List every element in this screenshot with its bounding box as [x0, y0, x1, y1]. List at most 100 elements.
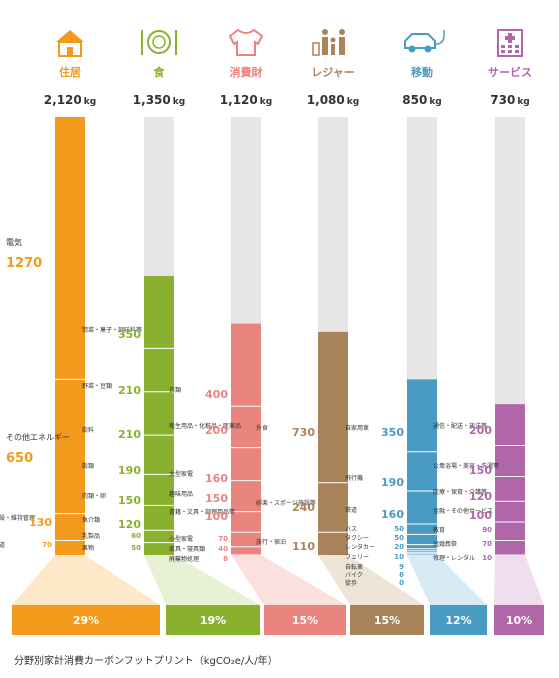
- segment-value: 20: [394, 543, 404, 551]
- segment-label: 金融・その他サービス: [433, 507, 493, 515]
- percent-label: 29%: [73, 614, 99, 627]
- segment-label: 鉄道: [345, 506, 357, 514]
- segment-value: 730: [292, 426, 315, 439]
- segment-value: 210: [118, 384, 141, 397]
- segment-label: フェリー: [345, 554, 369, 561]
- segment-label: 娯楽・スポーツ施設等: [256, 499, 316, 507]
- segment-label: 家具・寝具類: [169, 545, 205, 553]
- car-icon: [408, 45, 416, 53]
- segment-label: 医療・保育・介護等: [433, 488, 487, 496]
- segment-label: 魚介類: [82, 516, 100, 524]
- category-name: 食: [154, 65, 166, 79]
- plate-icon: [152, 35, 166, 49]
- segment-label: 自転車: [345, 563, 363, 571]
- segment-value: 120: [469, 490, 492, 503]
- segment-value: 8: [223, 555, 228, 563]
- segment-value: 350: [381, 426, 404, 439]
- segment-label: 果物: [82, 544, 94, 552]
- bar-レジャー: [318, 331, 348, 555]
- segment-value: 70: [218, 535, 228, 543]
- segment-label: 穀類: [82, 462, 94, 470]
- segment-value: 130: [29, 516, 52, 529]
- funnel-住居: [12, 555, 160, 605]
- segment-label: 乳製品: [82, 532, 100, 540]
- funnel-食: [144, 555, 260, 605]
- segment-label: 修理・レンタル: [433, 554, 475, 562]
- category-total: 1,080 kg: [307, 93, 359, 107]
- bar-サービス: [495, 404, 525, 555]
- segment-label: 水道: [0, 541, 5, 549]
- category-name: 消費財: [230, 65, 263, 79]
- percent-box-食: [166, 605, 260, 635]
- segment-label: 通信・配送・放送等: [433, 422, 487, 430]
- category-total: 1,120 kg: [220, 93, 272, 107]
- house-icon: [56, 30, 84, 42]
- segment-value: 40: [218, 545, 228, 553]
- car-icon: [404, 33, 436, 49]
- category-total: 1,350 kg: [133, 93, 185, 107]
- family-icon: [312, 42, 320, 56]
- percent-box-レジャー: [350, 605, 424, 635]
- segment-label: 自家用車: [345, 424, 369, 432]
- segment-value: 60: [131, 532, 141, 540]
- funnel-消費財: [231, 555, 346, 605]
- building-icon: [501, 50, 505, 53]
- segment-value: 1270: [6, 256, 42, 271]
- building-icon: [508, 45, 512, 48]
- funnel-レジャー: [318, 555, 424, 605]
- segment-value: 150: [469, 464, 492, 477]
- segment-value: 50: [131, 544, 141, 552]
- segment-value: 70: [42, 541, 52, 549]
- building-icon: [508, 50, 512, 53]
- building-icon: [497, 29, 523, 57]
- segment-label: 公衆浴場・美容・洗濯等: [433, 462, 499, 470]
- segment-value: 160: [205, 472, 228, 485]
- category-name: レジャー: [311, 66, 354, 79]
- segment-label: レンタカー: [345, 543, 375, 551]
- house-icon: [67, 47, 73, 56]
- bar-消費財: [231, 323, 261, 555]
- segment-label: 大型家電: [169, 470, 193, 478]
- building-icon: [515, 45, 519, 48]
- percent-box-消費財: [264, 605, 346, 635]
- chart-caption: 分野別家計消費カーボンフットプリント（kgCO₂e/人/年）: [14, 656, 278, 667]
- percent-box-サービス: [494, 605, 544, 635]
- segment-label: タクシー: [345, 534, 369, 542]
- percent-label: 15%: [374, 614, 400, 627]
- segment-value: 200: [205, 424, 228, 437]
- segment-label: 飲料: [82, 426, 94, 434]
- segment-value: 100: [469, 509, 492, 522]
- segment-value: 50: [394, 534, 404, 542]
- family-icon: [339, 29, 345, 35]
- family-icon: [322, 37, 345, 55]
- segment-label: 電気: [6, 237, 22, 247]
- segment-label: その他エネルギー: [6, 432, 70, 442]
- segment-label: 衣類: [169, 386, 181, 394]
- car-icon: [424, 45, 432, 53]
- segment-label: 肉類・卵: [82, 492, 106, 500]
- category-name: サービス: [488, 65, 532, 79]
- building-icon: [505, 33, 515, 43]
- segment-value: 100: [205, 510, 228, 523]
- category-name: 住居: [59, 65, 81, 79]
- segment-label: 旅行・宿泊: [256, 538, 286, 546]
- segment-value: 400: [205, 388, 228, 401]
- segment-label: 外食: [256, 424, 268, 432]
- family-icon: [322, 29, 328, 35]
- segment-value: 650: [6, 451, 33, 466]
- percent-label: 10%: [506, 614, 532, 627]
- segment-value: 110: [292, 540, 315, 553]
- segment-label: 廃棄物処理: [169, 555, 199, 563]
- percent-label: 15%: [292, 614, 318, 627]
- category-total: 2,120 kg: [44, 93, 96, 107]
- bar-食: [144, 276, 174, 555]
- category-total: 850 kg: [402, 93, 442, 107]
- segment-label: 飛行機: [345, 474, 363, 482]
- funnel-サービス: [494, 555, 544, 605]
- segment-value: 190: [381, 476, 404, 489]
- segment-label: バス: [345, 526, 357, 533]
- segment-value: 160: [381, 508, 404, 521]
- segment-label: 趣味用品: [169, 490, 193, 498]
- bar-住居: [55, 117, 85, 555]
